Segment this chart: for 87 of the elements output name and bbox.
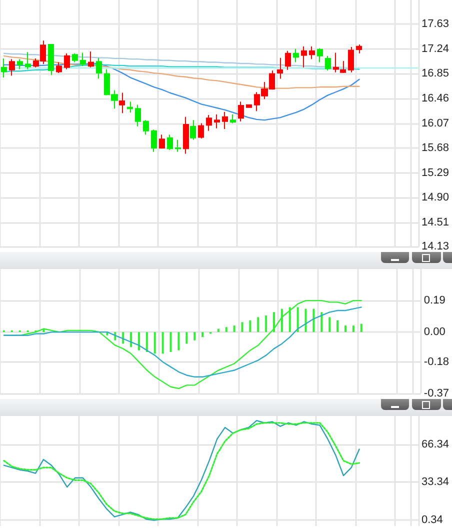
y-tick-label: 17.63 [421, 18, 450, 30]
bar [186, 332, 188, 344]
candlestick [230, 114, 236, 124]
candlestick [175, 139, 181, 152]
y-tick-label: 15.68 [421, 142, 450, 154]
candlestick [127, 101, 133, 113]
y-tick-label: 66.34 [421, 438, 450, 450]
bar [280, 308, 283, 332]
candlestick [325, 55, 331, 72]
bar [194, 332, 196, 340]
bar [328, 317, 331, 332]
candlestick [96, 57, 102, 80]
bar [225, 327, 228, 332]
candlestick [119, 92, 125, 114]
y-tick-label: 0.34 [421, 514, 443, 526]
y-tick-label: -0.18 [424, 356, 450, 368]
bar [336, 320, 339, 332]
bar [170, 332, 172, 352]
y-tick-label: 14.13 [421, 240, 450, 252]
candlestick [25, 52, 31, 70]
candlestick [88, 50, 94, 68]
y-tick-label: 14.90 [421, 192, 450, 204]
bar [202, 332, 204, 338]
candlestick [238, 101, 244, 122]
y-tick-label: -0.37 [424, 388, 450, 400]
y-tick-label: 15.29 [421, 166, 450, 179]
candlestick [17, 58, 23, 70]
candlestick [48, 44, 54, 76]
candlestick [333, 52, 339, 73]
bar [320, 312, 323, 332]
bar [178, 332, 180, 350]
y-tick-label: 14.51 [421, 216, 450, 228]
bar [162, 332, 164, 354]
y-tick-label: 17.24 [421, 42, 450, 55]
bar [296, 307, 299, 332]
candlestick [159, 134, 165, 150]
candlestick [356, 44, 362, 54]
bar [146, 332, 148, 352]
bar [288, 307, 291, 332]
candlestick [56, 62, 62, 74]
y-tick-label: 0.19 [424, 294, 446, 307]
bar [265, 315, 268, 332]
bar [273, 312, 275, 332]
candlestick [285, 50, 291, 70]
candlestick [183, 116, 189, 154]
candlestick [64, 52, 70, 70]
bar [360, 324, 362, 332]
candlestick [277, 57, 283, 80]
y-tick-label: 33.34 [421, 476, 450, 488]
candlestick [135, 104, 141, 127]
y-tick-label: 16.85 [421, 68, 450, 80]
y-tick-label: 16.07 [421, 117, 450, 130]
candlestick [348, 46, 354, 73]
candlestick [317, 48, 323, 63]
candlestick [198, 122, 204, 139]
bar [241, 322, 244, 332]
y-tick-label: 0.00 [424, 326, 446, 338]
line-series [3, 55, 360, 89]
bar [130, 332, 132, 348]
candlestick [246, 104, 252, 108]
candlestick [340, 60, 346, 74]
candlestick [190, 120, 196, 140]
candlestick [301, 46, 307, 68]
candlestick [214, 114, 220, 129]
bar [344, 325, 346, 332]
candlestick [309, 46, 315, 60]
candlestick [80, 52, 86, 67]
y-tick-label: 16.46 [421, 92, 450, 104]
candlestick [1, 58, 7, 78]
bar [304, 308, 307, 332]
candlestick [72, 52, 78, 63]
candlestick [167, 134, 173, 150]
candlestick [151, 129, 157, 152]
bar [312, 308, 315, 332]
bar [249, 320, 252, 332]
candlestick [143, 120, 149, 136]
bar [352, 325, 354, 332]
line-series [3, 62, 360, 121]
candlestick [222, 111, 228, 130]
bar [257, 317, 260, 332]
line-series [3, 306, 362, 378]
bar [154, 332, 156, 354]
bar [233, 325, 236, 332]
candlestick [9, 58, 15, 76]
candlestick [206, 114, 212, 132]
bar [138, 332, 140, 350]
candlestick [293, 48, 299, 63]
